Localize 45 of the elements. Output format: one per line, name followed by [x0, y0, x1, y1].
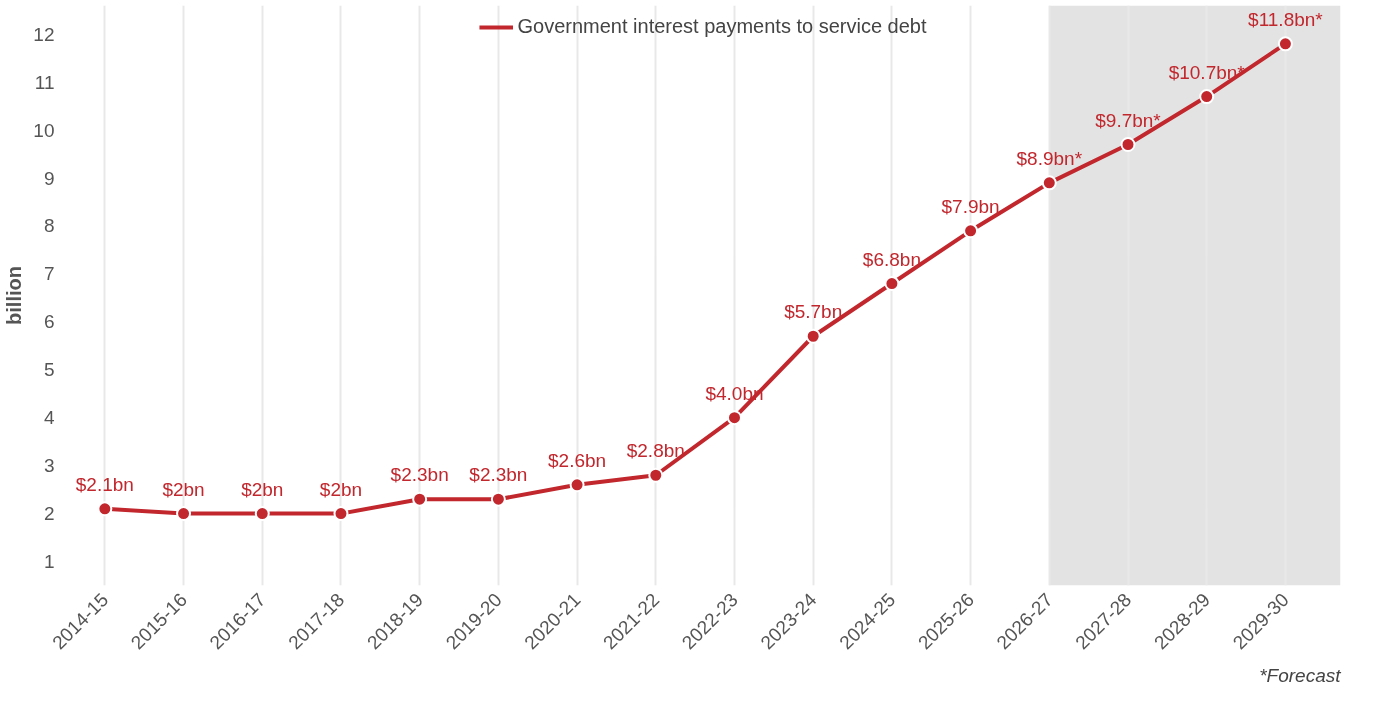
data-label: $2bn [241, 478, 284, 500]
point [97, 501, 113, 517]
data-label: $2.6bn [548, 449, 607, 471]
point [1041, 175, 1057, 191]
y-tick-label: 3 [43, 455, 55, 477]
point [726, 410, 742, 426]
data-label: $2.1bn [75, 473, 134, 495]
point [648, 467, 664, 483]
y-tick-label: 2 [43, 503, 55, 525]
data-label: $9.7bn* [1095, 109, 1162, 131]
y-tick-label: 1 [43, 551, 55, 573]
data-label: $5.7bn [784, 301, 843, 323]
data-label: $7.9bn [941, 195, 1000, 217]
point [963, 223, 979, 239]
y-axis-title: billion [3, 266, 26, 325]
point [1199, 89, 1215, 105]
y-tick-label: 10 [33, 119, 55, 141]
y-tick-label: 4 [43, 407, 55, 429]
y-tick-label: 9 [43, 167, 55, 189]
point [1120, 137, 1136, 152]
point [333, 506, 349, 522]
point [490, 491, 506, 507]
y-tick-label: 7 [43, 263, 55, 285]
point [569, 477, 585, 493]
point [176, 506, 192, 522]
point [1277, 36, 1293, 52]
point [412, 491, 428, 507]
data-label: $2.3bn [469, 464, 528, 486]
data-label: $2bn [162, 478, 205, 500]
data-label: $6.8bn [862, 248, 921, 270]
point [254, 506, 270, 522]
y-tick-label: 8 [43, 215, 55, 237]
data-label: $2.8bn [626, 440, 685, 462]
point [805, 328, 821, 344]
y-tick-label: 5 [43, 359, 55, 381]
y-tick-label: 6 [43, 311, 55, 333]
data-label: $2.3bn [390, 464, 449, 486]
point [884, 276, 900, 291]
data-label: $11.8bn* [1248, 8, 1324, 30]
y-tick-label: 12 [33, 23, 55, 45]
data-label: $8.9bn* [1016, 147, 1083, 169]
text: *Forecast [1259, 664, 1342, 686]
legend-label: Government interest payments to service debt [517, 15, 927, 38]
data-label: $2bn [319, 478, 363, 500]
y-tick-label: 11 [34, 71, 55, 93]
